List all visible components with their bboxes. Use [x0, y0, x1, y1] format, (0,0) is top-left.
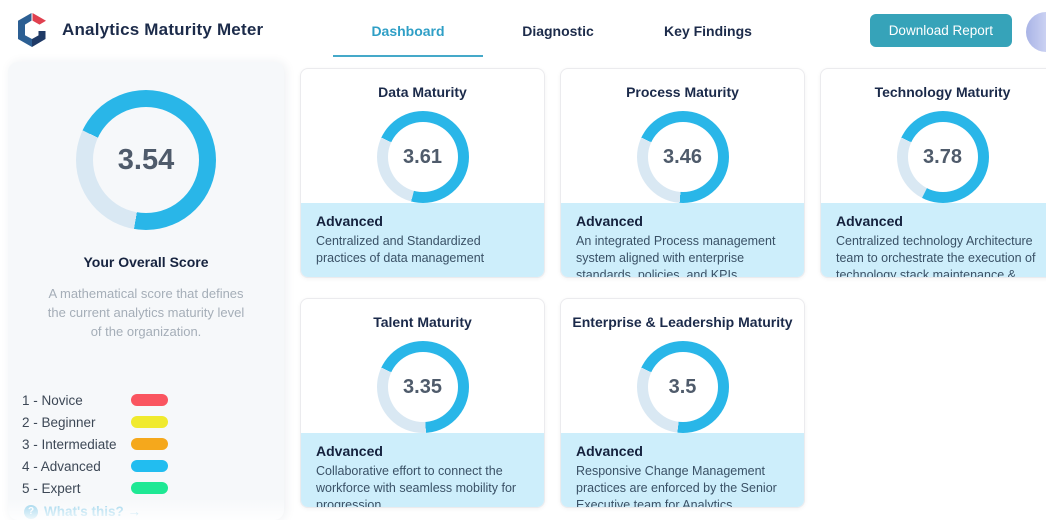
technology-maturity-gauge: 3.78 — [896, 111, 989, 203]
maturity-description: Centralized and Standardized practices o… — [316, 234, 485, 265]
legend-color-pill — [131, 460, 168, 473]
legend-item: 1 - Novice — [22, 392, 168, 409]
card-title: Data Maturity — [378, 84, 467, 100]
maturity-legend: 1 - Novice 2 - Beginner 3 - Intermediate… — [22, 392, 168, 497]
maturity-level-label: Advanced — [836, 213, 903, 229]
tab-key-findings[interactable]: Key Findings — [664, 23, 752, 39]
maturity-level-label: Advanced — [316, 443, 383, 459]
tab-bar: Dashboard Diagnostic Key Findings — [333, 0, 783, 62]
card-title: Talent Maturity — [373, 314, 472, 330]
legend-item: 4 - Advanced — [22, 458, 168, 475]
data-maturity-gauge: 3.61 — [376, 111, 469, 203]
legend-label: 5 - Expert — [22, 480, 81, 496]
card-title: Process Maturity — [626, 84, 739, 100]
header: Analytics Maturity Meter Dashboard Diagn… — [0, 0, 1046, 62]
legend-label: 2 - Beginner — [22, 414, 96, 430]
maturity-description: An integrated Process management system … — [576, 234, 776, 278]
card-process-maturity: Process Maturity 3.46 Advanced An integr… — [560, 68, 805, 278]
maturity-cards-grid: Data Maturity 3.61 Advanced Centralized … — [300, 68, 1046, 508]
card-top: Data Maturity 3.61 — [301, 69, 544, 203]
score-description: A mathematical score that defines the cu… — [47, 286, 245, 339]
whats-this-link[interactable]: ? What's this? → — [24, 504, 141, 519]
card-title: Technology Maturity — [874, 84, 1011, 100]
legend-label: 3 - Intermediate — [22, 436, 117, 452]
overall-score-value: 3.54 — [117, 143, 175, 176]
maturity-description: Collaborative effort to connect the work… — [316, 464, 517, 508]
overall-score-gauge: 3.54 — [76, 90, 216, 230]
legend-item: 3 - Intermediate — [22, 436, 168, 453]
download-report-button[interactable]: Download Report — [869, 14, 1012, 47]
overall-score-panel: 3.54 Your Overall Score A mathematical s… — [8, 62, 284, 520]
maturity-level-label: Advanced — [316, 213, 383, 229]
legend-color-pill — [131, 438, 168, 451]
page-title: Analytics Maturity Meter — [62, 20, 264, 39]
gauge-value: 3.35 — [403, 375, 442, 398]
card-info-section: Advanced An integrated Process managemen… — [561, 203, 804, 278]
legend-color-pill — [131, 416, 168, 429]
tab-dashboard[interactable]: Dashboard — [333, 0, 483, 62]
card-info-section: Advanced Responsive Change Management pr… — [561, 433, 804, 508]
card-info-section: Advanced Centralized and Standardized pr… — [301, 203, 544, 277]
card-title: Enterprise & Leadership Maturity — [572, 314, 793, 330]
card-top: Enterprise & Leadership Maturity 3.5 — [561, 299, 804, 433]
card-info-section: Advanced Centralized technology Architec… — [821, 203, 1046, 278]
gauge-value: 3.78 — [923, 145, 962, 168]
card-info-section: Advanced Collaborative effort to connect… — [301, 433, 544, 508]
gauge-value: 3.5 — [668, 375, 697, 398]
app-logo-icon — [16, 12, 48, 48]
card-top: Talent Maturity 3.35 — [301, 299, 544, 433]
card-data-maturity: Data Maturity 3.61 Advanced Centralized … — [300, 68, 545, 278]
whats-this-label: What's this? → — [44, 504, 141, 519]
card-enterprise-leadership-maturity: Enterprise & Leadership Maturity 3.5 Adv… — [560, 298, 805, 508]
legend-item: 2 - Beginner — [22, 414, 168, 431]
legend-color-pill — [131, 394, 168, 407]
maturity-level-label: Advanced — [576, 213, 643, 229]
gauge-value: 3.61 — [403, 145, 442, 168]
legend-item: 5 - Expert — [22, 480, 168, 497]
score-title: Your Overall Score — [83, 254, 209, 270]
legend-label: 4 - Advanced — [22, 458, 101, 474]
card-top: Technology Maturity 3.78 — [821, 69, 1046, 203]
brand: Analytics Maturity Meter — [16, 12, 263, 48]
gauge-value: 3.46 — [663, 145, 702, 168]
legend-label: 1 - Novice — [22, 392, 83, 408]
maturity-description: Centralized technology Architecture team… — [836, 234, 1036, 278]
card-top: Process Maturity 3.46 — [561, 69, 804, 203]
legend-color-pill — [131, 482, 168, 495]
maturity-level-label: Advanced — [576, 443, 643, 459]
user-avatar[interactable] — [1026, 12, 1046, 52]
process-maturity-gauge: 3.46 — [636, 111, 729, 203]
card-talent-maturity: Talent Maturity 3.35 Advanced Collaborat… — [300, 298, 545, 508]
enterprise-leadership-maturity-gauge: 3.5 — [636, 341, 729, 433]
help-icon: ? — [24, 504, 38, 519]
talent-maturity-gauge: 3.35 — [376, 341, 469, 433]
tab-diagnostic[interactable]: Diagnostic — [522, 23, 594, 39]
card-technology-maturity: Technology Maturity 3.78 Advanced Centra… — [820, 68, 1046, 278]
maturity-description: Responsive Change Management practices a… — [576, 464, 777, 508]
